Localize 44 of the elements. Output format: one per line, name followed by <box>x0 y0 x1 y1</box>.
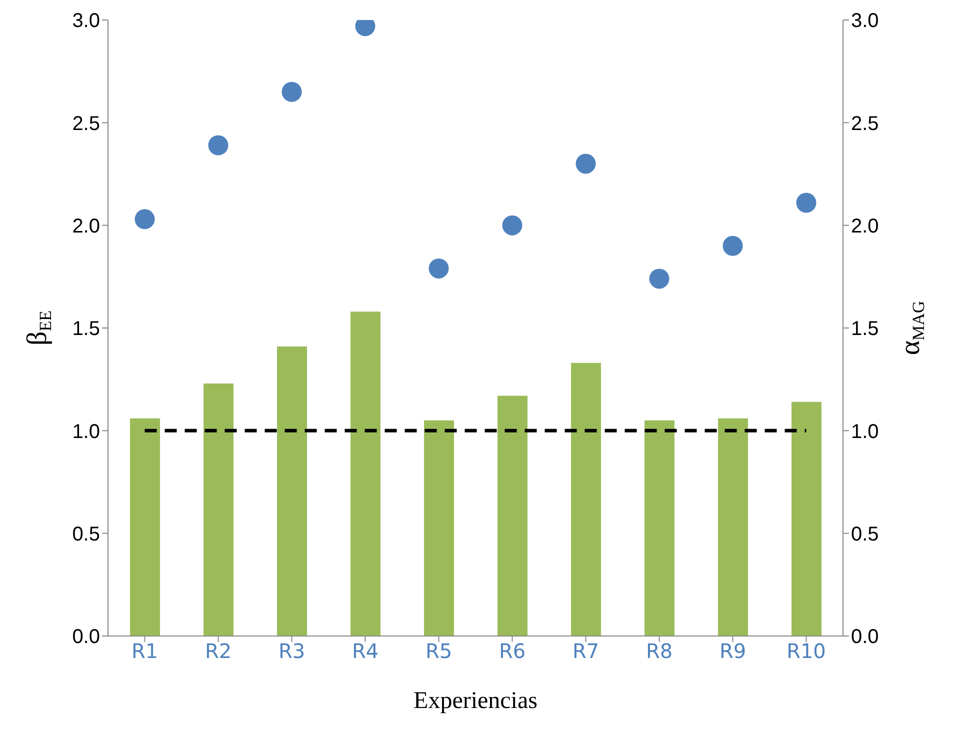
bar <box>571 362 601 636</box>
y2-tick-label: 2.5 <box>851 112 879 135</box>
x-tick-label: R6 <box>498 639 526 664</box>
point <box>796 192 816 213</box>
y-tick-label: 1.0 <box>72 420 100 443</box>
y-tick-label: 2.0 <box>72 215 100 238</box>
bar <box>718 418 748 636</box>
bar <box>204 383 234 636</box>
point <box>722 236 743 256</box>
bar <box>498 396 528 636</box>
y-tick-label: 1.5 <box>72 318 100 340</box>
x-tick-label: R4 <box>352 639 379 664</box>
point <box>134 209 155 230</box>
x-tick-label: R8 <box>646 639 673 664</box>
point <box>428 258 449 278</box>
x-tick-label: R5 <box>425 639 452 664</box>
bar <box>424 420 454 636</box>
x-tick-label: R1 <box>131 639 158 664</box>
bar <box>277 346 307 636</box>
bar <box>350 312 380 636</box>
x-tick-label: R9 <box>719 639 746 664</box>
x-axis-title: Experiencias <box>414 688 538 714</box>
y2-tick-label: 0.0 <box>851 626 879 648</box>
point <box>502 215 522 236</box>
y-tick-label: 3.0 <box>72 10 100 32</box>
y2-tick-label: 3.0 <box>851 10 879 32</box>
bar <box>130 418 160 636</box>
y2-tick-label: 0.5 <box>851 523 879 546</box>
y2-tick-label: 1.0 <box>851 420 879 443</box>
point <box>282 82 302 102</box>
x-tick-label: R10 <box>786 639 826 664</box>
bar <box>792 402 822 636</box>
point <box>649 268 670 289</box>
y2-tick-label: 2.0 <box>851 215 879 238</box>
point <box>576 154 596 174</box>
y-tick-label: 0.5 <box>72 523 100 546</box>
y-tick-label: 2.5 <box>72 112 100 135</box>
point <box>208 135 228 156</box>
y2-tick-label: 1.5 <box>851 318 879 340</box>
bar <box>644 420 674 636</box>
y-tick-label: 0.0 <box>72 626 100 648</box>
x-tick-label: R2 <box>204 639 232 664</box>
x-tick-label: R3 <box>278 639 306 664</box>
x-tick-label: R7 <box>572 639 600 664</box>
